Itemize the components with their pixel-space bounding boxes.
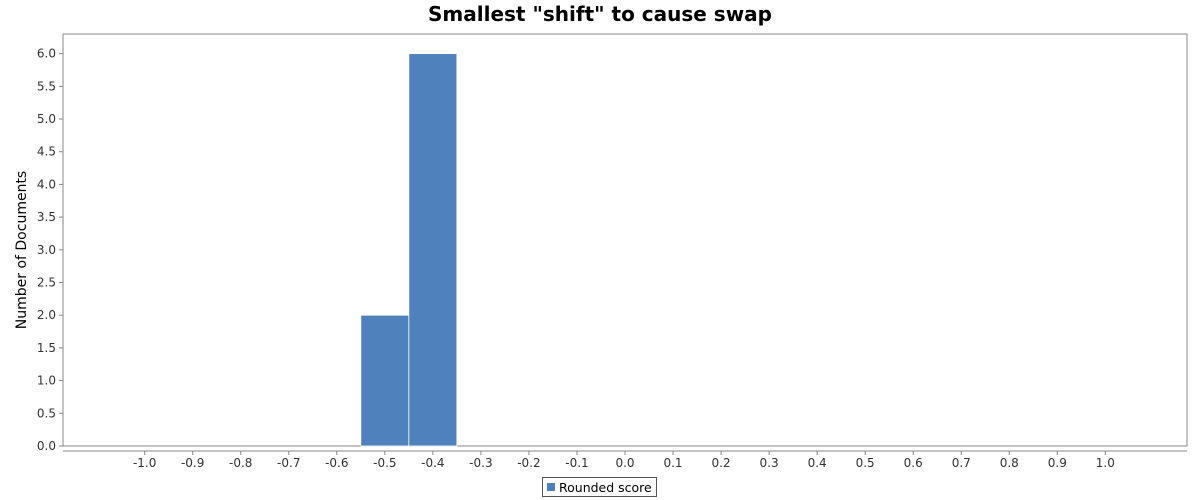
- y-tick-label: 3.5: [37, 210, 56, 224]
- legend-label: Rounded score: [559, 479, 652, 495]
- x-tick-label: 0.6: [904, 456, 923, 470]
- x-tick-label: 1.0: [1096, 456, 1115, 470]
- x-tick-label: -0.4: [421, 456, 444, 470]
- x-tick-label: 0.7: [952, 456, 971, 470]
- x-tick-label: -0.2: [517, 456, 540, 470]
- x-tick-label: -1.0: [133, 456, 156, 470]
- y-tick-label: 5.5: [37, 79, 56, 93]
- y-tick-label: 2.5: [37, 276, 56, 290]
- legend: Rounded score: [542, 477, 657, 497]
- x-tick-label: -0.6: [325, 456, 348, 470]
- y-tick-label: 1.0: [37, 374, 56, 388]
- x-tick-label: 0.9: [1048, 456, 1067, 470]
- y-tick-label: 2.0: [37, 308, 56, 322]
- x-tick-label: -0.5: [373, 456, 396, 470]
- y-axis-label: Number of Documents: [14, 171, 30, 329]
- y-tick-label: 3.0: [37, 243, 56, 257]
- bars-group: [360, 53, 458, 447]
- x-tick-label: 0.1: [663, 456, 682, 470]
- y-tick-label: 0.5: [37, 406, 56, 420]
- x-tick-label: -0.9: [181, 456, 204, 470]
- legend-swatch: [547, 483, 555, 491]
- x-tick-label: -0.3: [469, 456, 492, 470]
- bar: [408, 53, 458, 447]
- x-tick-label: -0.8: [229, 456, 252, 470]
- bar: [360, 314, 410, 447]
- y-tick-label: 6.0: [37, 47, 56, 61]
- chart-title: Smallest "shift" to cause swap: [428, 2, 772, 26]
- x-tick-label: 0.3: [760, 456, 779, 470]
- x-tick-label: -0.7: [277, 456, 300, 470]
- x-tick-label: -0.1: [565, 456, 588, 470]
- x-tick-label: 0.8: [1000, 456, 1019, 470]
- x-tick-label: 0.0: [615, 456, 634, 470]
- x-tick-label: 0.5: [856, 456, 875, 470]
- y-tick-label: 5.0: [37, 112, 56, 126]
- x-tick-label: 0.4: [808, 456, 827, 470]
- y-tick-label: 4.5: [37, 145, 56, 159]
- y-tick-label: 4.0: [37, 177, 56, 191]
- y-tick-label: 0.0: [37, 439, 56, 453]
- x-tick-label: 0.2: [712, 456, 731, 470]
- y-tick-label: 1.5: [37, 341, 56, 355]
- x-axis: -1.0 -0.9 -0.8 -0.7 -0.6 -0.5 -0.4 -0.3 -0.2 -0.1…: [63, 450, 1187, 470]
- plot-area: [62, 33, 1188, 447]
- y-axis: 0.0 0.5 1.0 1.5 2.0 2.5 3.0 3.5 4.0 4.5 5.0 5.5 6.0: [37, 47, 63, 453]
